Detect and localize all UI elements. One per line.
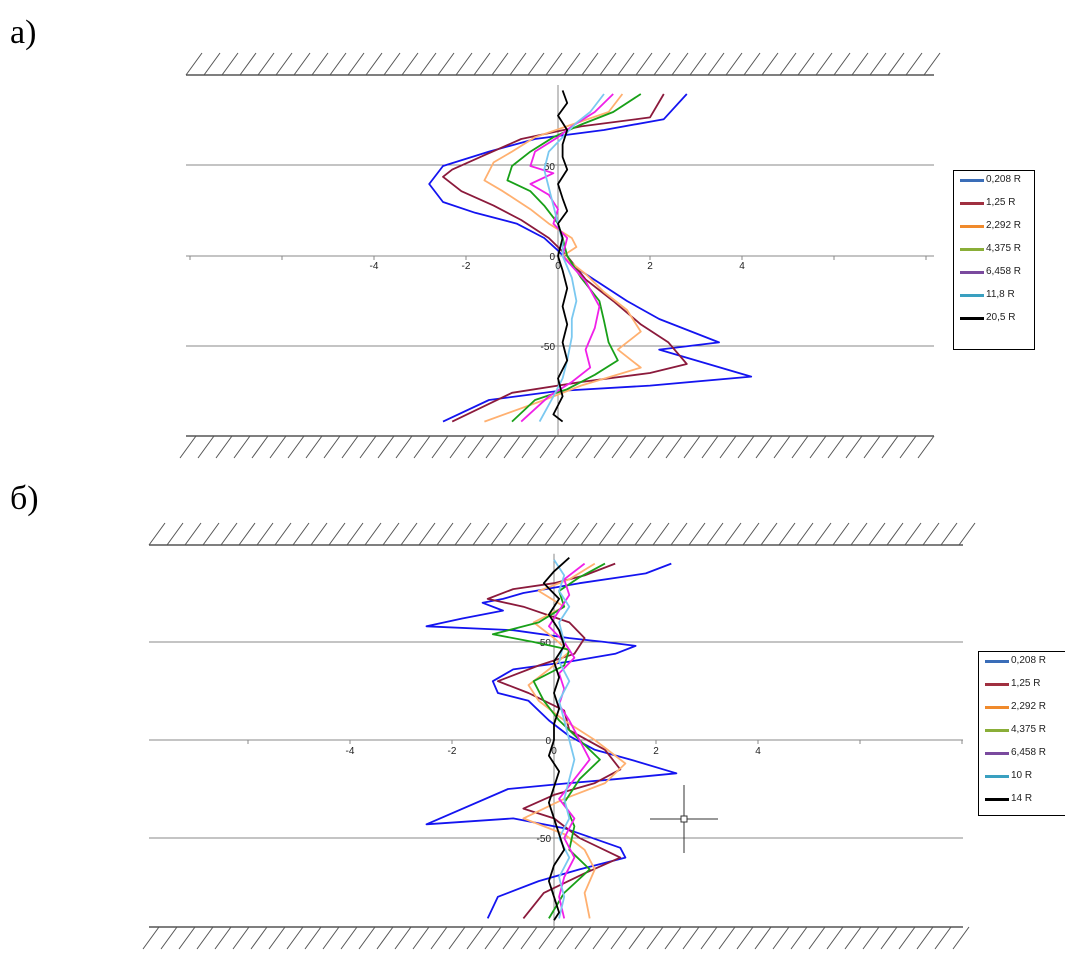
- chart-a-x-tick-label-2: 0: [555, 261, 561, 272]
- legend-item: 0,208 R: [979, 652, 1065, 675]
- panel-label-a: а): [10, 14, 37, 51]
- chart-b-y-tick-label-1: 0: [545, 736, 551, 747]
- legend-label: 0,208 R: [1011, 655, 1047, 666]
- legend-item: 10 R: [979, 767, 1065, 790]
- chart-b-series-line-3: [491, 562, 606, 919]
- chart-b-y-tick-label-2: -50: [537, 834, 552, 845]
- chart-b-series-line-6: [542, 557, 570, 921]
- chart-a-x-tick-label-1: -2: [462, 261, 471, 272]
- legend-label: 10 R: [1011, 770, 1033, 781]
- chart-b-legend: 0,208 R 1,25 R 2,292 R 4,375 R 6,458 R 10 R 14…: [978, 651, 1065, 816]
- legend-label: 2,292 R: [1011, 701, 1047, 712]
- crosshair-cursor-center: [680, 815, 688, 823]
- chart-a-x-tick-label-0: -4: [370, 261, 379, 272]
- legend-item: 6,458 R: [979, 744, 1065, 767]
- legend-swatch: [985, 752, 1009, 755]
- legend-swatch: [960, 179, 984, 182]
- legend-swatch: [960, 317, 984, 320]
- chart-a-y-tick-label-1: 0: [549, 252, 555, 263]
- legend-item: 6,458 R: [954, 263, 1034, 286]
- legend-label: 2,292 R: [986, 220, 1022, 231]
- legend-label: 6,458 R: [1011, 747, 1047, 758]
- legend-item: 4,375 R: [954, 240, 1034, 263]
- legend-label: 4,375 R: [986, 243, 1022, 254]
- legend-label: 0,208 R: [986, 174, 1022, 185]
- chart-b-x-tick-label-0: -4: [346, 746, 355, 757]
- chart-a-series-line-2: [483, 93, 642, 423]
- legend-item: 4,375 R: [979, 721, 1065, 744]
- legend-item: 20,5 R: [954, 309, 1034, 332]
- legend-item: 1,25 R: [979, 675, 1065, 698]
- legend-swatch: [960, 225, 984, 228]
- legend-label: 6,458 R: [986, 266, 1022, 277]
- legend-swatch: [985, 660, 1009, 663]
- chart-a-top-wall-hatch: [185, 52, 941, 76]
- legend-item: 2,292 R: [979, 698, 1065, 721]
- chart-b-x-tick-label-3: 2: [653, 746, 659, 757]
- chart-b-bottom-wall-hatch: [142, 926, 970, 950]
- chart-a-series-line-4: [520, 93, 614, 423]
- legend-swatch: [985, 729, 1009, 732]
- chart-b-x-tick-label-1: -2: [448, 746, 457, 757]
- legend-label: 4,375 R: [1011, 724, 1047, 735]
- chart-b-x-tick-label-2: 0: [551, 746, 557, 757]
- legend-label: 14 R: [1011, 793, 1033, 804]
- chart-b-y-tick-label-0: 50: [540, 638, 552, 649]
- panel-label-b: б): [10, 480, 39, 517]
- legend-item: 11,8 R: [954, 286, 1034, 309]
- legend-swatch: [985, 706, 1009, 709]
- chart-a-bottom-wall-hatch: [179, 435, 935, 459]
- legend-swatch: [960, 294, 984, 297]
- legend-item: 2,292 R: [954, 217, 1034, 240]
- legend-item: 1,25 R: [954, 194, 1034, 217]
- chart-a-series-line-0: [428, 93, 753, 423]
- legend-swatch: [985, 798, 1009, 801]
- chart-a-y-tick-label-2: -50: [541, 342, 556, 353]
- chart-a-series-line-1: [442, 93, 688, 423]
- legend-swatch: [960, 271, 984, 274]
- legend-item: 0,208 R: [954, 171, 1034, 194]
- legend-label: 11,8 R: [986, 289, 1015, 300]
- chart-b-top-wall-hatch: [148, 522, 976, 546]
- chart-a-y-tick-label-0: 50: [544, 162, 556, 173]
- legend-label: 20,5 R: [986, 312, 1016, 323]
- chart-b-series-line-2: [522, 562, 627, 919]
- legend-label: 1,25 R: [1011, 678, 1041, 689]
- chart-a-x-tick-label-4: 4: [739, 261, 745, 272]
- legend-label: 1,25 R: [986, 197, 1016, 208]
- legend-swatch: [985, 683, 1009, 686]
- chart-a-series-line-6: [552, 90, 569, 423]
- legend-swatch: [960, 202, 984, 205]
- chart-a-legend: 0,208 R 1,25 R 2,292 R 4,375 R 6,458 R 11,8 R…: [953, 170, 1035, 350]
- chart-b-series-line-5: [553, 559, 576, 919]
- legend-swatch: [985, 775, 1009, 778]
- chart-a-x-tick-label-3: 2: [647, 261, 653, 272]
- chart-b-x-tick-label-4: 4: [755, 746, 761, 757]
- chart-a-series-line-3: [506, 93, 642, 423]
- legend-swatch: [960, 248, 984, 251]
- chart-b-series-line-4: [548, 562, 591, 919]
- legend-item: 14 R: [979, 790, 1065, 813]
- chart-b-series-line-1: [486, 562, 622, 919]
